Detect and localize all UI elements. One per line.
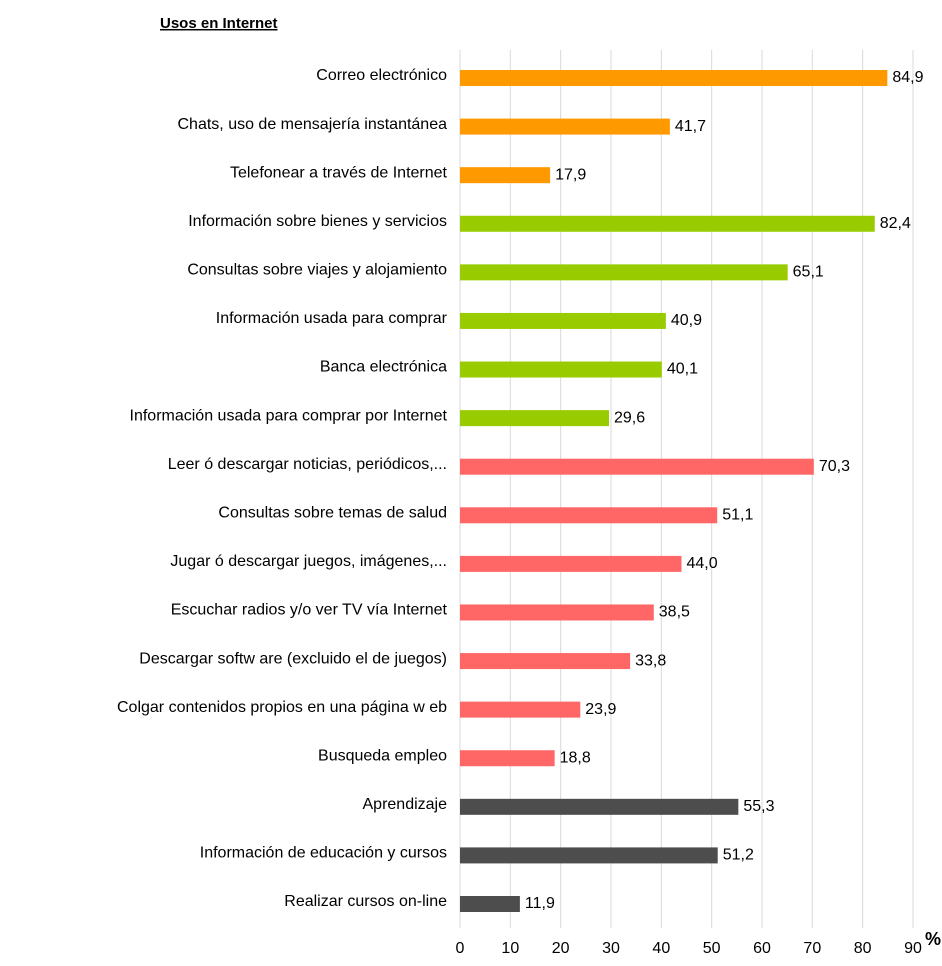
value-label: 17,9	[555, 166, 586, 183]
bar	[460, 847, 718, 864]
bar	[460, 215, 875, 232]
y-tick-label: Jugar ó descargar juegos, imágenes,...	[170, 553, 447, 570]
value-label: 84,9	[892, 69, 923, 86]
value-label: 44,0	[686, 555, 717, 572]
y-tick-label: Telefonear a través de Internet	[230, 164, 448, 181]
bar	[460, 604, 654, 621]
x-tick-label: 10	[501, 940, 519, 957]
bar	[460, 118, 670, 135]
value-label: 51,1	[722, 507, 753, 524]
x-tick-label: 90	[904, 940, 922, 957]
bar	[460, 798, 739, 815]
bar	[460, 507, 718, 524]
y-tick-label: Información de educación y cursos	[200, 845, 447, 862]
y-tick-label: Aprendizaje	[363, 796, 448, 813]
value-label: 23,9	[585, 701, 616, 718]
y-tick-label: Información sobre bienes y servicios	[188, 213, 447, 230]
x-axis-label: %	[925, 929, 941, 949]
x-tick-label: 0	[456, 940, 465, 957]
bar	[460, 750, 555, 767]
y-tick-label: Chats, uso de mensajería instantánea	[178, 116, 448, 133]
value-label: 65,1	[793, 264, 824, 281]
x-tick-label: 30	[602, 940, 620, 957]
bar	[460, 361, 662, 378]
x-tick-label: 20	[552, 940, 570, 957]
value-label: 40,9	[671, 312, 702, 329]
x-tick-label: 80	[854, 940, 872, 957]
y-tick-label: Escuchar radios y/o ver TV vía Internet	[171, 602, 448, 619]
bar	[460, 555, 682, 572]
value-label: 40,1	[667, 361, 698, 378]
value-label: 51,2	[723, 847, 754, 864]
bar	[460, 312, 666, 329]
y-tick-label: Realizar cursos on-line	[284, 893, 447, 910]
value-label: 38,5	[659, 604, 690, 621]
value-label: 70,3	[819, 458, 850, 475]
bar	[460, 264, 788, 281]
chart-title: Usos en Internet	[160, 15, 278, 32]
y-tick-label: Leer ó descargar noticias, periódicos,..…	[168, 456, 447, 473]
value-label: 11,9	[525, 895, 555, 912]
y-tick-label: Banca electrónica	[320, 359, 447, 376]
bar	[460, 410, 609, 427]
x-tick-label: 40	[652, 940, 670, 957]
value-label: 29,6	[614, 409, 645, 426]
bar	[460, 653, 631, 670]
x-tick-label: 60	[753, 940, 771, 957]
y-tick-label: Correo electrónico	[316, 67, 447, 84]
x-tick-label: 50	[703, 940, 721, 957]
bar	[460, 701, 581, 718]
y-tick-label: Consultas sobre temas de salud	[218, 505, 447, 522]
y-tick-label: Consultas sobre viajes y alojamiento	[187, 262, 447, 279]
bar	[460, 896, 520, 912]
y-tick-label: Información usada para comprar	[216, 310, 448, 327]
y-tick-label: Descargar softw are (excluido el de jueg…	[139, 650, 447, 667]
value-label: 55,3	[743, 798, 774, 815]
y-tick-label: Busqueda empleo	[318, 747, 447, 764]
bar	[460, 167, 551, 184]
value-label: 82,4	[880, 215, 911, 232]
bar	[460, 458, 814, 475]
value-label: 33,8	[635, 652, 666, 669]
y-tick-label: Colgar contenidos propios en una página …	[117, 699, 447, 716]
x-tick-label: 70	[803, 940, 821, 957]
bar	[460, 70, 888, 86]
y-tick-label: Información usada para comprar por Inter…	[130, 407, 448, 424]
value-label: 18,8	[560, 749, 591, 766]
value-label: 41,7	[675, 118, 706, 135]
